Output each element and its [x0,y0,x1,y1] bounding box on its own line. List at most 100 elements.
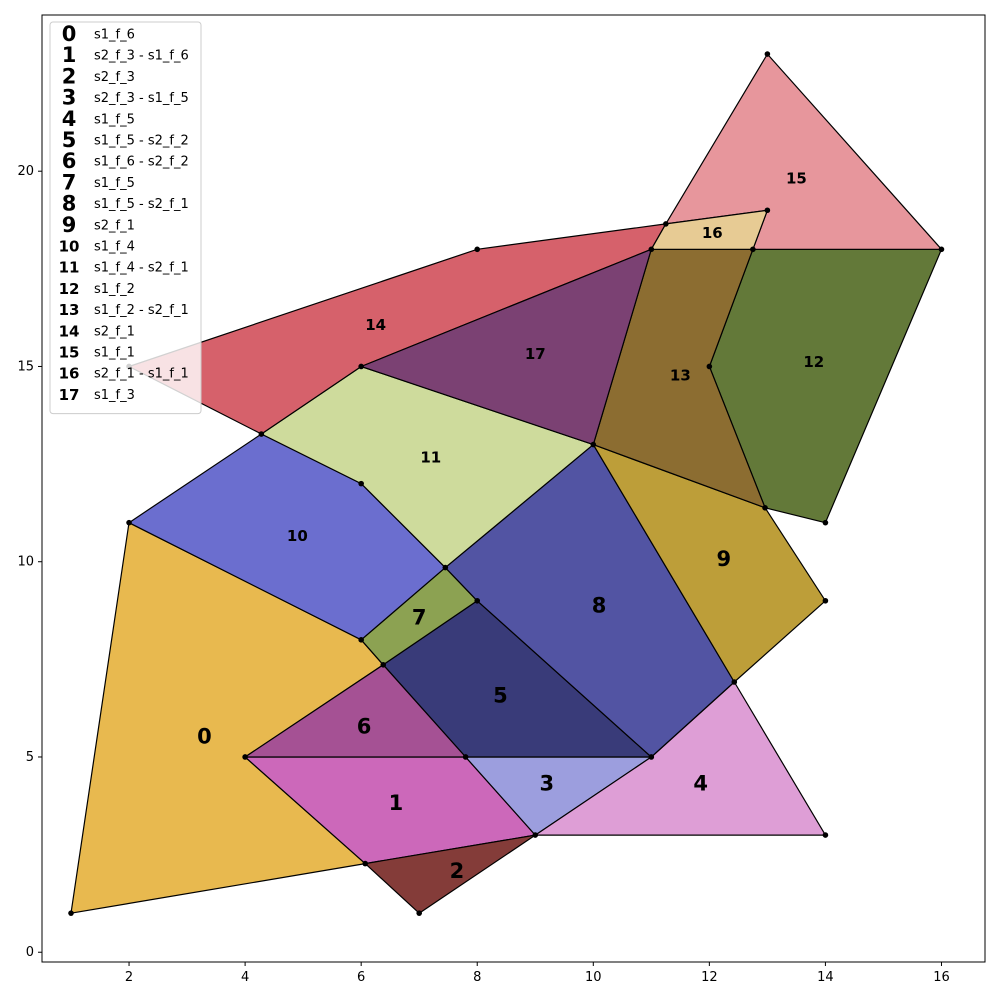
legend-label-14: s2_f_1 [94,324,135,339]
vertex-point [764,207,771,214]
x-tick-label: 4 [241,970,249,985]
region-17 [360,248,652,446]
vertex-point [822,832,829,838]
x-tick-label: 2 [125,970,133,985]
vertex-point [474,246,481,253]
legend-label-3: s2_f_3 - s1_f_5 [94,91,189,106]
legend-label-2: s2_f_3 [94,70,135,85]
legend-marker-16: 16 [59,365,80,383]
vertex-point [590,441,597,448]
vertex-point [258,431,265,437]
vertex-point [362,860,369,867]
vertex-point [648,754,655,760]
vertex-point [822,519,829,526]
region-label-10: 10 [287,527,308,545]
x-tick-label: 6 [357,970,365,985]
axes-frame [41,14,986,963]
vertex-point [242,754,248,760]
vertex-point [762,505,768,511]
y-tick-label: 15 [17,359,34,374]
legend-label-8: s1_f_5 - s2_f_1 [94,197,189,212]
vertex-point [358,480,364,487]
region-label-17: 17 [525,345,546,363]
legend-label-7: s1_f_5 [94,176,135,191]
legend-label-11: s1_f_4 - s2_f_1 [94,261,189,276]
vertex-point [750,246,756,253]
legend-box [49,21,202,415]
vertex-point [938,246,945,253]
legend-label-6: s1_f_6 - s2_f_2 [94,155,189,170]
vertex-point [764,51,771,57]
legend-marker-14: 14 [59,322,80,340]
regions-layer [70,53,943,914]
legend-marker-13: 13 [59,301,80,319]
vertex-point [663,221,669,227]
vertex-point [126,519,132,526]
vertex-point [731,679,738,685]
x-tick-label: 16 [933,970,950,985]
region-label-8: 8 [592,594,607,618]
x-tick-label: 14 [817,970,834,985]
legend-label-5: s1_f_5 - s2_f_2 [94,134,189,149]
legend-marker-5: 5 [62,128,77,152]
x-tick-label: 10 [585,970,602,985]
legend-label-16: s2_f_1 - s1_f_1 [94,367,189,382]
legend-label-10: s1_f_4 [94,240,135,255]
vertex-point [442,564,449,571]
vertex-point [648,246,655,253]
vertex-point [474,597,481,604]
legend-label-17: s1_f_3 [94,388,135,403]
region-label-13: 13 [670,367,691,385]
vertices-layer [68,51,945,916]
region-label-4: 4 [693,771,708,795]
legend-marker-17: 17 [59,386,80,404]
region-label-12: 12 [803,353,824,371]
vertex-point [380,662,387,668]
region-label-14: 14 [365,316,386,334]
legend-label-9: s2_f_1 [94,218,135,233]
vertex-point [358,363,364,370]
vertex-point [462,754,469,760]
legend-label-15: s1_f_1 [94,346,135,361]
region-label-3: 3 [540,771,555,795]
legend-marker-7: 7 [62,170,77,194]
legend-marker-12: 12 [59,280,80,298]
y-tick-label: 5 [26,750,34,765]
legend-marker-11: 11 [59,259,80,277]
y-tick-label: 10 [17,555,34,570]
region-label-1: 1 [389,791,404,815]
vertex-point [822,597,829,604]
legend-label-12: s1_f_2 [94,282,135,297]
region-2 [364,834,536,914]
legend-marker-8: 8 [62,192,77,216]
legend-marker-6: 6 [62,149,77,173]
legend-marker-4: 4 [62,107,77,131]
region-label-16: 16 [702,224,723,242]
vertex-point [532,832,539,838]
legend-label-13: s1_f_2 - s2_f_1 [94,303,189,318]
legend-marker-15: 15 [59,344,80,362]
legend-label-1: s2_f_3 - s1_f_6 [94,49,189,64]
vertex-point [706,363,713,370]
vertex-point [358,637,364,643]
region-6 [244,664,467,758]
legend-marker-9: 9 [62,213,77,237]
y-tick-label: 0 [26,945,34,960]
vertex-point [68,910,74,916]
legend-marker-2: 2 [62,64,77,88]
region-label-9: 9 [717,547,732,571]
legend: 0 s1_f_6 1 s2_f_3 - s1_f_6 2 s2_f_3 3 s2_f_3 - … [49,21,202,415]
region-label-11: 11 [420,449,441,467]
region-label-2: 2 [450,859,465,883]
region-label-7: 7 [412,605,427,629]
region-label-6: 6 [357,715,372,739]
region-label-5: 5 [493,683,508,707]
y-tick-label: 20 [17,164,34,179]
legend-label-0: s1_f_6 [94,28,135,43]
region-label-15: 15 [786,170,807,188]
legend-marker-1: 1 [62,43,77,67]
region-label-0: 0 [197,724,212,748]
